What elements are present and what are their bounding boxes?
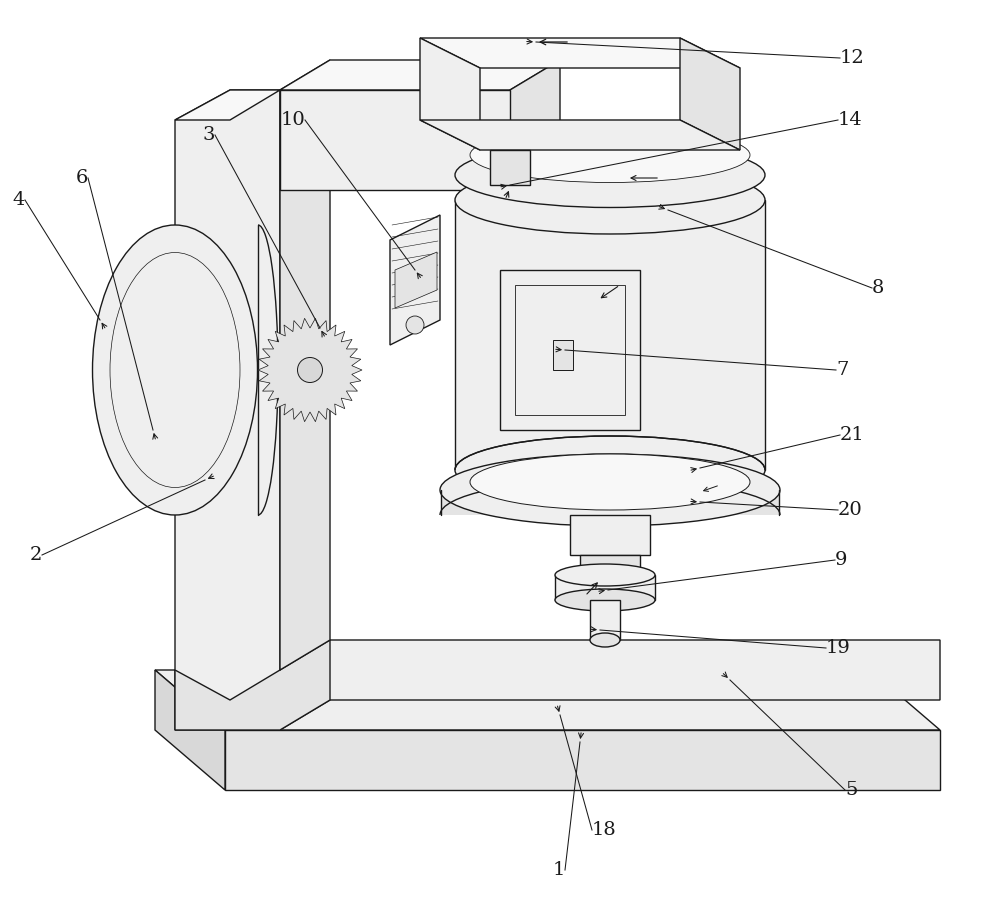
Text: 1: 1 [553,861,565,879]
Text: 21: 21 [840,426,865,444]
Polygon shape [490,150,530,185]
Text: 14: 14 [838,111,863,129]
Text: 6: 6 [76,169,88,187]
Polygon shape [175,90,280,120]
Polygon shape [155,670,225,790]
Polygon shape [441,490,779,515]
Polygon shape [395,252,437,308]
Text: 7: 7 [836,361,848,379]
Text: 4: 4 [13,191,25,209]
Ellipse shape [470,454,750,510]
Ellipse shape [92,225,258,515]
Polygon shape [553,340,573,370]
Text: 19: 19 [826,639,851,657]
Text: 5: 5 [845,781,857,799]
Polygon shape [555,575,655,600]
Ellipse shape [455,436,765,504]
Polygon shape [280,90,510,190]
Text: 2: 2 [30,546,42,564]
Polygon shape [420,38,480,150]
Polygon shape [155,670,940,730]
Polygon shape [420,120,740,150]
Polygon shape [280,60,560,90]
Polygon shape [500,270,640,430]
Polygon shape [570,515,650,555]
Ellipse shape [590,633,620,647]
Text: 9: 9 [835,551,848,569]
Text: 3: 3 [202,126,215,144]
Polygon shape [390,215,440,345]
Text: 8: 8 [872,279,884,297]
Polygon shape [175,640,330,730]
Polygon shape [510,60,560,190]
Polygon shape [225,730,940,790]
Polygon shape [580,555,640,575]
Polygon shape [455,200,765,470]
Polygon shape [258,319,362,422]
Polygon shape [420,38,740,68]
Ellipse shape [406,316,424,334]
Ellipse shape [298,357,322,383]
Ellipse shape [440,454,780,526]
Ellipse shape [455,142,765,207]
Polygon shape [590,600,620,640]
Ellipse shape [555,589,655,611]
Polygon shape [175,90,280,700]
Ellipse shape [455,166,765,234]
Ellipse shape [555,564,655,586]
Text: 12: 12 [840,49,865,67]
Text: 10: 10 [280,111,305,129]
Text: 18: 18 [592,821,617,839]
Ellipse shape [470,128,750,183]
Polygon shape [280,60,330,670]
Polygon shape [175,640,940,730]
Text: 20: 20 [838,501,863,519]
Polygon shape [680,38,740,150]
